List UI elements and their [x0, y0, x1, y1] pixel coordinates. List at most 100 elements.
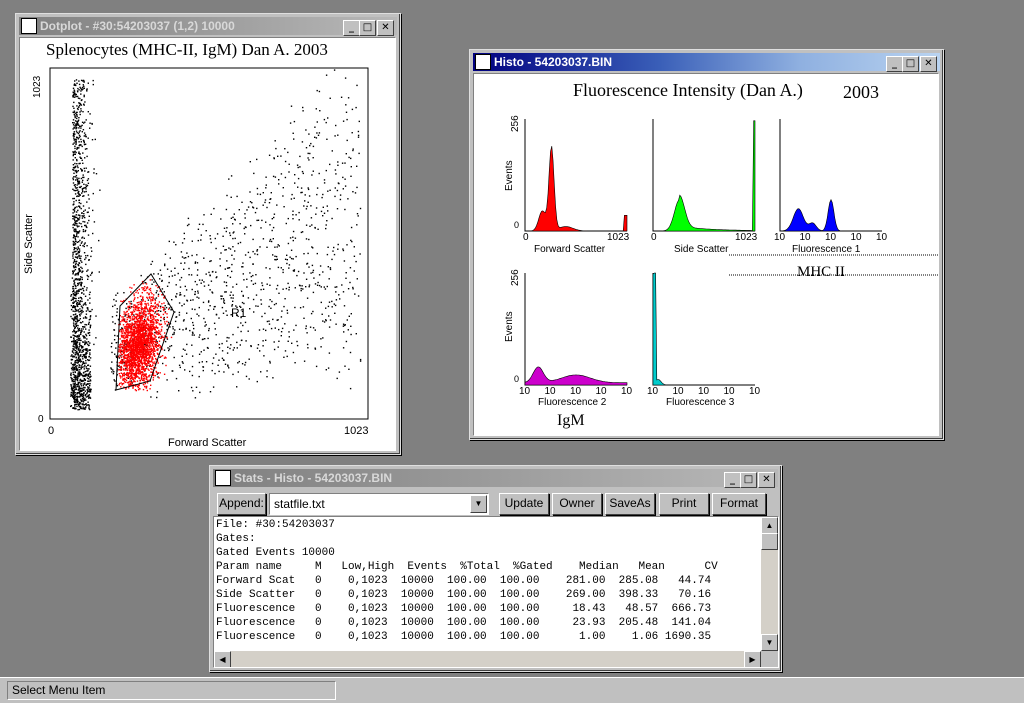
scroll-down-icon[interactable]: ▼ — [761, 634, 778, 651]
maximize-button[interactable]: □ — [902, 56, 919, 72]
dotplot-ylabel: Side Scatter — [23, 214, 35, 274]
stats-line: File: #30:54203037 — [216, 519, 335, 531]
stats-window[interactable]: Stats - Histo - 54203037.BIN _ □ ✕ Appen… — [209, 465, 782, 672]
x-max-label: 1023 — [344, 425, 369, 437]
scroll-up-icon[interactable]: ▲ — [761, 517, 778, 534]
histogram-tick-label: 10 — [774, 232, 786, 243]
stats-text-area[interactable]: File: #30:54203037 Gates: Gated Events 100… — [213, 516, 779, 668]
histogram-tick-label: 1023 — [607, 232, 630, 243]
stats-line: Fluorescence 0 0,1023 10000 100.00 100.0… — [216, 603, 712, 615]
status-bar: Select Menu Item — [0, 677, 1024, 703]
histo-canvas[interactable]: Fluorescence Intensity (Dan A.) 2003 Eve… — [473, 73, 939, 436]
gate-r1-polygon — [115, 273, 175, 391]
status-text: Select Menu Item — [7, 681, 336, 700]
dotplot-plot-title: Splenocytes (MHC-II, IgM) Dan A. 2003 — [46, 40, 328, 59]
histogram-axis-label: Forward Scatter — [534, 244, 606, 255]
minimize-button[interactable]: _ — [343, 20, 360, 36]
histogram-tick-label: 10 — [647, 386, 659, 397]
histogram-tick-label: 10 — [570, 386, 582, 397]
histogram-tick-label: 10 — [749, 386, 761, 397]
dotplot-titlebar[interactable]: Dotplot - #30:54203037 (1,2) 10000 — [19, 17, 397, 35]
histogram-axis-label: Side Scatter — [674, 244, 729, 255]
histogram-axis-label: Fluorescence 1 — [792, 244, 861, 255]
histogram-tick-label: 0 — [523, 232, 529, 243]
scroll-left-icon[interactable]: ◀ — [214, 651, 231, 667]
histogram-tick-label: 10 — [698, 386, 710, 397]
vertical-scrollbar[interactable]: ▲ ▼ — [761, 517, 778, 651]
close-button[interactable]: ✕ — [758, 472, 775, 488]
histo-ymin-top: 0 — [514, 220, 520, 230]
gate-r1-label: R1 — [231, 306, 247, 320]
scroll-right-icon[interactable]: ▶ — [744, 651, 761, 667]
histogram-tick-label: 10 — [519, 386, 531, 397]
stats-app-icon — [215, 469, 231, 486]
histogram-area — [653, 120, 756, 232]
histo-ylabel-bottom: Events — [504, 311, 515, 342]
maximize-button[interactable]: □ — [359, 20, 376, 36]
histo-plot-title: Fluorescence Intensity (Dan A.) — [573, 80, 803, 100]
histo-plot-year: 2003 — [843, 82, 879, 102]
histogram-tick-label: 10 — [544, 386, 556, 397]
histo-titlebar[interactable]: Histo - 54203037.BIN — [473, 53, 940, 71]
dotplot-canvas[interactable]: Splenocytes (MHC-II, IgM) Dan A. 2003 10… — [19, 37, 396, 451]
size-grip-icon[interactable] — [761, 651, 778, 667]
minimize-button[interactable]: _ — [724, 472, 741, 488]
dotplot-window[interactable]: Dotplot - #30:54203037 (1,2) 10000 _ □ ✕… — [15, 13, 401, 455]
close-button[interactable]: ✕ — [377, 20, 394, 36]
histogram-panel-4 — [524, 273, 628, 386]
histogram-tick-label: 10 — [723, 386, 735, 397]
y-min-label: 0 — [38, 414, 44, 425]
histo-ylabel-top: Events — [504, 160, 515, 191]
close-button[interactable]: ✕ — [920, 56, 937, 72]
x-min-label: 0 — [48, 425, 55, 437]
file-select[interactable]: statfile.txt ▼ — [269, 493, 489, 515]
stats-line: Param name M Low,High Events %Total %Gat… — [216, 561, 718, 573]
histogram-panel-2 — [652, 119, 756, 232]
dotplot-title: Dotplot - #30:54203037 (1,2) 10000 — [40, 19, 235, 33]
histogram-tick-label: 10 — [876, 232, 888, 243]
horizontal-scrollbar[interactable]: ◀ ▶ — [214, 651, 761, 667]
format-button[interactable]: Format — [712, 493, 766, 515]
dotplot-xlabel: Forward Scatter — [168, 437, 247, 449]
histogram-area — [652, 272, 755, 386]
histo-ymin-bottom: 0 — [514, 374, 520, 384]
update-button[interactable]: Update — [499, 493, 549, 515]
histogram-tick-label: 10 — [799, 232, 811, 243]
maximize-button[interactable]: □ — [740, 472, 757, 488]
histogram-tick-label: 0 — [651, 232, 657, 243]
histogram-panel-5 — [652, 272, 755, 386]
histogram-tick-label: 10 — [621, 386, 633, 397]
histogram-tick-label: 1023 — [735, 232, 758, 243]
histogram-tick-label: 10 — [595, 386, 607, 397]
histo-window[interactable]: Histo - 54203037.BIN _ □ ✕ Fluorescence … — [469, 49, 944, 440]
histo-ymax-bottom: 256 — [510, 269, 521, 286]
dropdown-arrow-icon[interactable]: ▼ — [470, 495, 487, 513]
stats-line: Gated Events 10000 — [216, 547, 335, 559]
append-button[interactable]: Append: — [217, 493, 266, 515]
igm-annotation: IgM — [557, 412, 585, 429]
histo-ymax-top: 256 — [510, 115, 521, 132]
dotplot-app-icon — [21, 17, 37, 34]
owner-button[interactable]: Owner — [552, 493, 602, 515]
y-max-label: 1023 — [32, 75, 43, 98]
mhc-annotation: MHC II — [797, 264, 845, 280]
saveas-button[interactable]: SaveAs — [605, 493, 655, 515]
dotplot-chart — [49, 67, 369, 420]
histo-app-icon — [475, 53, 491, 70]
stats-line: Fluorescence 0 0,1023 10000 100.00 100.0… — [216, 617, 712, 629]
histogram-area — [779, 198, 882, 232]
histogram-area — [525, 146, 628, 232]
scatter-points — [70, 69, 362, 411]
histogram-axes — [652, 119, 755, 232]
minimize-button[interactable]: _ — [886, 56, 903, 72]
stats-line: Fluorescence 0 0,1023 10000 100.00 100.0… — [216, 631, 712, 643]
stats-titlebar[interactable]: Stats - Histo - 54203037.BIN — [213, 469, 778, 487]
histo-title: Histo - 54203037.BIN — [494, 55, 613, 69]
print-button[interactable]: Print — [659, 493, 709, 515]
scroll-thumb[interactable] — [761, 533, 778, 550]
histo-chart — [524, 119, 938, 386]
histogram-panel-1 — [524, 119, 628, 232]
stats-line: Side Scatter 0 0,1023 10000 100.00 100.0… — [216, 589, 712, 601]
stats-line: Forward Scat 0 0,1023 10000 100.00 100.0… — [216, 575, 712, 587]
dotplot-frame — [49, 67, 369, 420]
